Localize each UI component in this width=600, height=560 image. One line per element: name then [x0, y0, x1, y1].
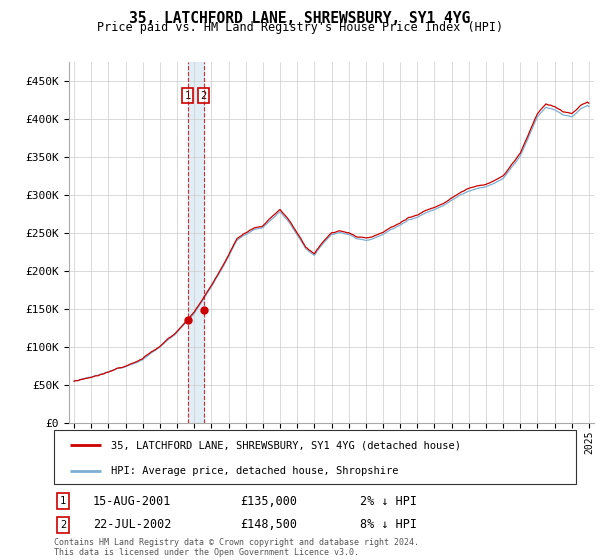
Text: Contains HM Land Registry data © Crown copyright and database right 2024.
This d: Contains HM Land Registry data © Crown c… [54, 538, 419, 557]
Bar [188, 62, 204, 423]
FancyBboxPatch shape [54, 430, 576, 484]
Text: 1: 1 [60, 496, 66, 506]
Text: 8% ↓ HPI: 8% ↓ HPI [360, 518, 417, 531]
Text: Price paid vs. HM Land Registry's House Price Index (HPI): Price paid vs. HM Land Registry's House … [97, 21, 503, 34]
Text: 2: 2 [60, 520, 66, 530]
Text: £148,500: £148,500 [240, 518, 297, 531]
Text: 22-JUL-2002: 22-JUL-2002 [93, 518, 172, 531]
Text: 2% ↓ HPI: 2% ↓ HPI [360, 494, 417, 508]
Text: 15-AUG-2001: 15-AUG-2001 [93, 494, 172, 508]
Text: HPI: Average price, detached house, Shropshire: HPI: Average price, detached house, Shro… [112, 466, 399, 476]
Text: 35, LATCHFORD LANE, SHREWSBURY, SY1 4YG: 35, LATCHFORD LANE, SHREWSBURY, SY1 4YG [130, 11, 470, 26]
Text: 2: 2 [200, 91, 207, 101]
Text: 35, LATCHFORD LANE, SHREWSBURY, SY1 4YG (detached house): 35, LATCHFORD LANE, SHREWSBURY, SY1 4YG … [112, 440, 461, 450]
Text: £135,000: £135,000 [240, 494, 297, 508]
Text: 1: 1 [185, 91, 191, 101]
